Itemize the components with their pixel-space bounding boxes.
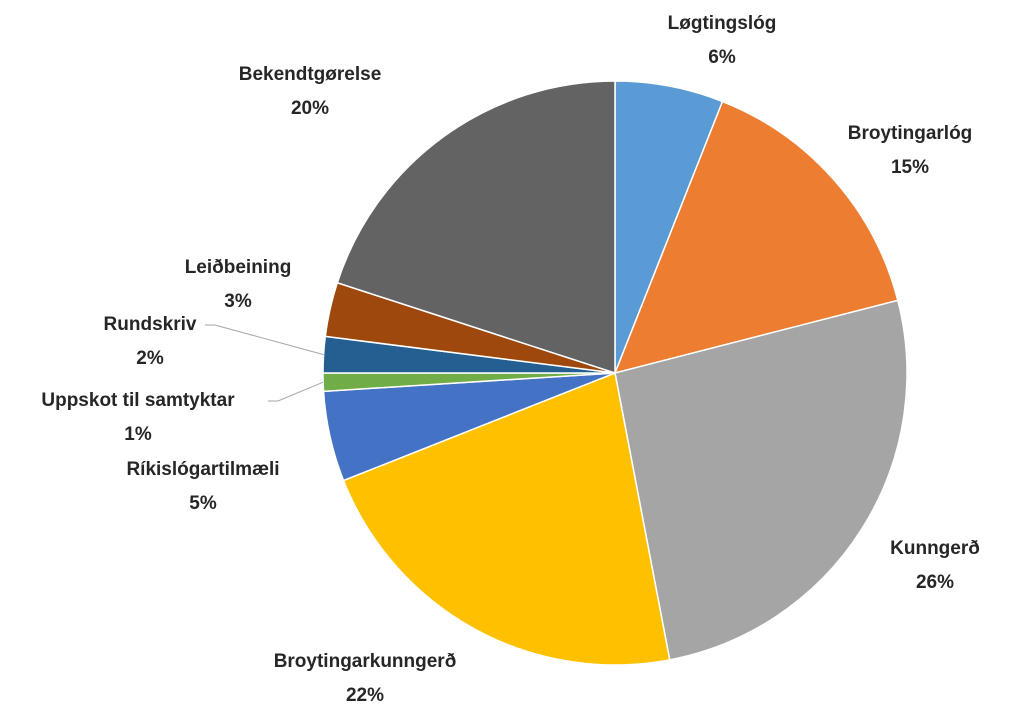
slice-value-label: 5% bbox=[189, 493, 217, 514]
pie-slice bbox=[614, 299, 908, 661]
slice-value-label: 15% bbox=[891, 157, 929, 178]
slice-label: Ríkislógartilmæli bbox=[126, 459, 279, 480]
slice-label: Løgtingslóg bbox=[668, 13, 777, 34]
leader-line bbox=[268, 381, 324, 402]
slice-label: Leiðbeining bbox=[185, 257, 292, 278]
pie-slice bbox=[342, 371, 671, 666]
slice-value-label: 26% bbox=[916, 572, 954, 593]
slice-label: Kunngerð bbox=[890, 538, 980, 559]
slice-value-label: 6% bbox=[708, 47, 736, 68]
slice-value-label: 1% bbox=[124, 424, 152, 445]
slice-value-label: 2% bbox=[136, 348, 164, 369]
pie-slice bbox=[336, 80, 616, 375]
slice-label: Uppskot til samtyktar bbox=[41, 390, 235, 411]
leader-line bbox=[205, 324, 324, 356]
slice-value-label: 3% bbox=[224, 291, 252, 312]
slice-label: Bekendtgørelse bbox=[239, 64, 382, 85]
slice-value-label: 20% bbox=[291, 98, 329, 119]
slice-label: Broytingarkunngerð bbox=[274, 651, 457, 672]
pie-slice bbox=[613, 100, 899, 375]
slice-value-label: 22% bbox=[346, 685, 384, 704]
slice-label: Rundskriv bbox=[104, 314, 197, 335]
slice-label: Broytingarlóg bbox=[848, 123, 973, 144]
